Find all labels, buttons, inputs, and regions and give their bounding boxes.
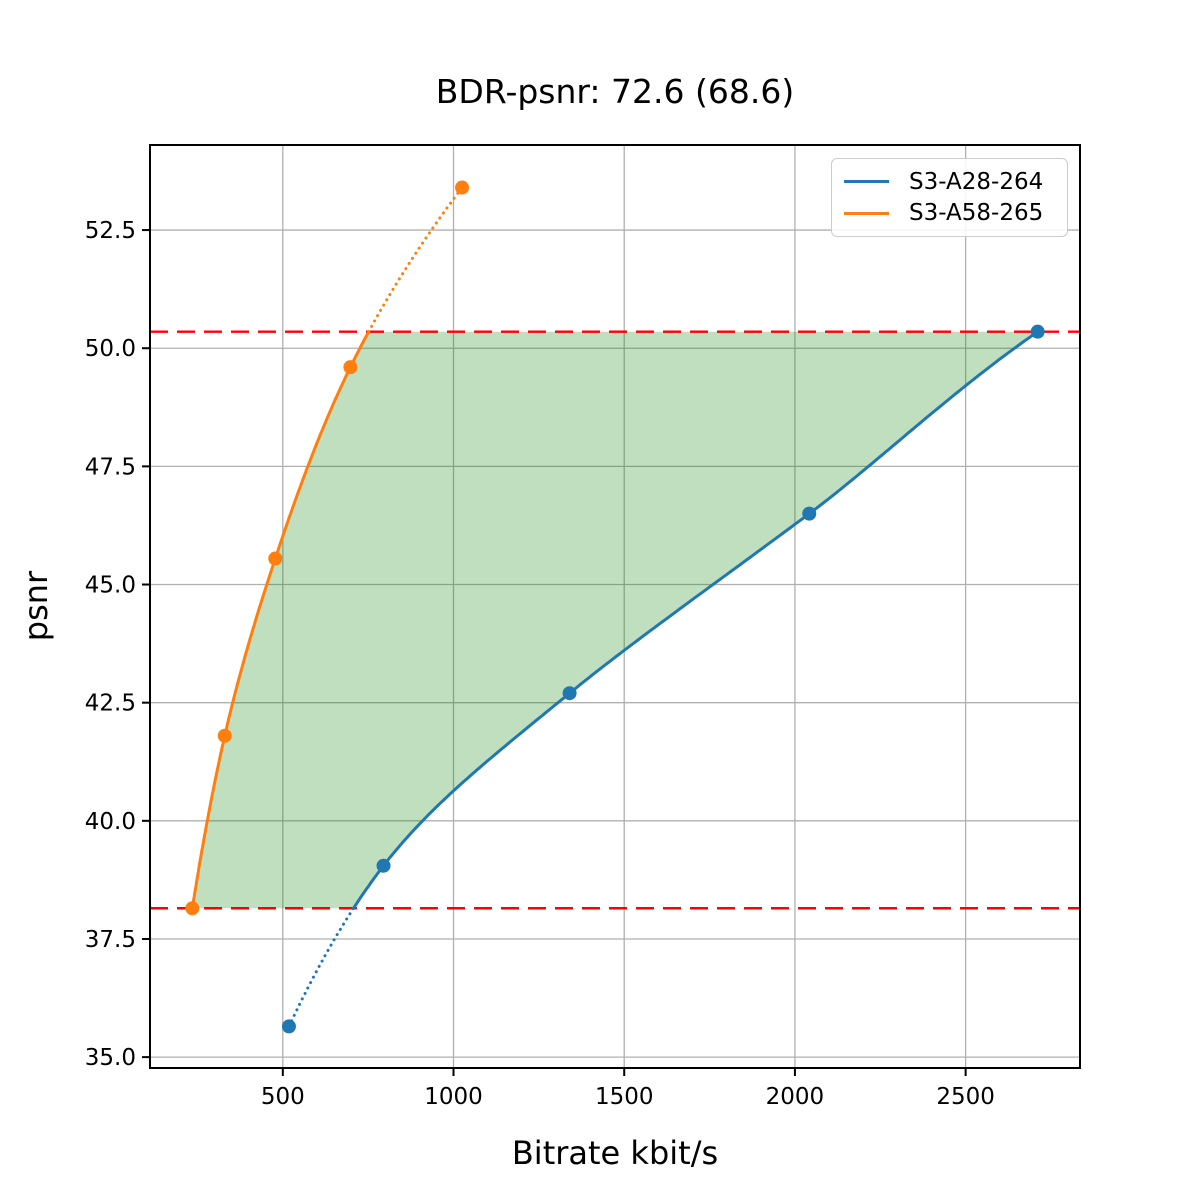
plot-frame [149, 144, 1081, 1069]
legend: S3-A28-264 S3-A58-265 [831, 158, 1068, 237]
data-point [268, 551, 283, 566]
y-tick-label: 37.5 [85, 927, 136, 953]
y-tick-label: 40.0 [85, 809, 136, 835]
bd-gain-region [192, 331, 1038, 909]
legend-item-label: S3-A58-265 [909, 200, 1044, 227]
data-point [802, 506, 817, 521]
y-tick-label: 50.0 [85, 336, 136, 362]
x-tick-label: 2000 [766, 1084, 825, 1110]
legend-swatch-line [844, 211, 889, 215]
data-point [376, 858, 391, 873]
data-point [281, 1019, 296, 1034]
y-tick-label: 35.0 [85, 1045, 136, 1071]
data-point [1030, 324, 1045, 339]
y-tick-label: 52.5 [85, 218, 136, 244]
series-S3-A28-264-dotted [287, 906, 355, 1028]
x-axis-label: Bitrate kbit/s [511, 1134, 719, 1172]
series-S3-A58-265-line [190, 330, 371, 909]
x-tick-label: 2500 [936, 1084, 995, 1110]
data-point [455, 180, 470, 195]
data-point [185, 901, 200, 916]
series-S3-A58-265-dotted [367, 186, 464, 334]
data-point [217, 728, 232, 743]
x-tick-label: 1000 [424, 1084, 483, 1110]
data-point [343, 360, 358, 375]
series-S3-A28-264-line [352, 330, 1039, 910]
y-tick-label: 42.5 [85, 691, 136, 717]
y-tick-label: 45.0 [85, 573, 136, 599]
legend-item-label: S3-A28-264 [909, 168, 1044, 195]
legend-item: S3-A58-265 [844, 200, 1055, 226]
legend-item: S3-A28-264 [844, 169, 1055, 195]
y-tick-label: 47.5 [85, 454, 136, 480]
legend-swatch-line [844, 180, 889, 184]
data-point [562, 686, 577, 701]
y-axis-label: psnr [17, 570, 55, 642]
x-tick-label: 500 [261, 1084, 305, 1110]
x-tick-label: 1500 [595, 1084, 654, 1110]
chart-title: BDR-psnr: 72.6 (68.6) [435, 72, 795, 111]
